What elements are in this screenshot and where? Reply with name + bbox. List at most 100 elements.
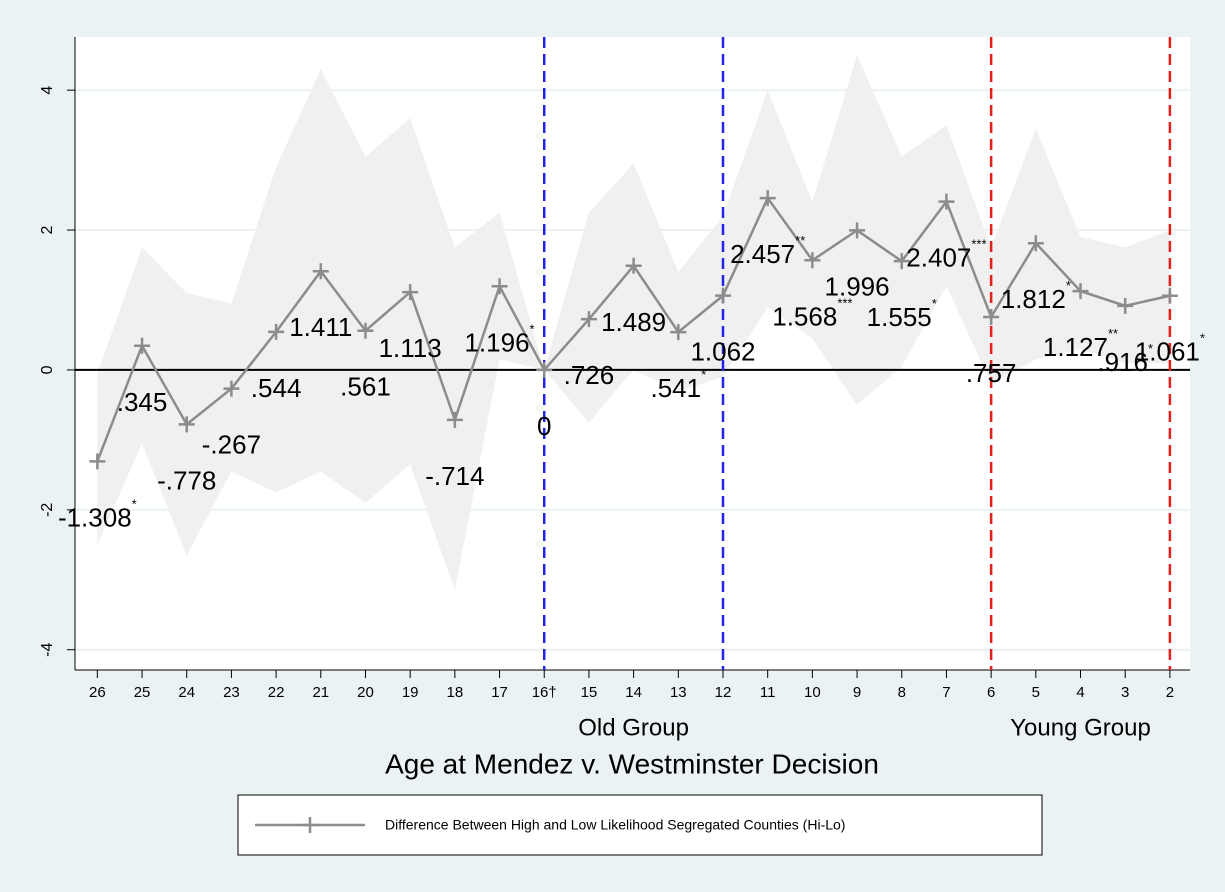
significance-mark: * bbox=[132, 497, 137, 512]
value-label: -.714 bbox=[425, 461, 484, 491]
confidence-band bbox=[97, 55, 1170, 591]
value-label-text: -.714 bbox=[425, 461, 484, 491]
x-tick-label: 16† bbox=[532, 684, 557, 701]
marker bbox=[446, 411, 463, 428]
marker bbox=[268, 323, 285, 340]
legend-marker bbox=[302, 817, 318, 833]
marker bbox=[312, 263, 329, 280]
value-label: 1.061* bbox=[1135, 331, 1205, 366]
legend-box bbox=[237, 794, 1043, 856]
x-tick-label: 18 bbox=[447, 684, 464, 701]
marker bbox=[402, 284, 419, 301]
value-label: -1.308* bbox=[58, 497, 137, 532]
value-label-text: 2.407 bbox=[906, 242, 971, 272]
value-label-text: .757 bbox=[966, 358, 1017, 388]
marker bbox=[1027, 235, 1044, 252]
significance-mark: * bbox=[701, 368, 706, 383]
value-label: -.778 bbox=[157, 465, 216, 495]
marker bbox=[536, 361, 553, 378]
value-label-text: 1.812 bbox=[1001, 284, 1066, 314]
value-label-text: -1.308 bbox=[58, 502, 132, 532]
x-tick-label: 4 bbox=[1076, 684, 1084, 701]
chart-title: Age at Mendez v. Westminster Decision bbox=[385, 748, 879, 779]
value-label-text: 1.113 bbox=[379, 333, 442, 363]
value-label: 0 bbox=[537, 411, 551, 441]
value-label: .757 bbox=[966, 358, 1017, 388]
x-tick-label: 2 bbox=[1166, 684, 1174, 701]
x-tick-label: 17 bbox=[491, 684, 508, 701]
marker bbox=[1072, 283, 1089, 300]
y-tick-label: -4 bbox=[39, 643, 56, 657]
value-label-text: .541 bbox=[650, 373, 701, 403]
value-label-text: 1.127 bbox=[1043, 332, 1108, 362]
significance-mark: ** bbox=[795, 234, 805, 249]
significance-mark: * bbox=[1200, 331, 1205, 346]
x-tick-label: 5 bbox=[1032, 684, 1040, 701]
value-label: 1.196* bbox=[464, 322, 534, 357]
x-tick-label: 23 bbox=[223, 684, 240, 701]
value-label: -.267 bbox=[202, 429, 261, 459]
value-label: .541* bbox=[650, 368, 706, 403]
x-tick-label: 22 bbox=[268, 684, 285, 701]
value-label-text: 1.061 bbox=[1135, 337, 1200, 367]
marker bbox=[714, 287, 731, 304]
value-label: 2.407*** bbox=[906, 237, 986, 272]
x-tick-label: 6 bbox=[987, 684, 995, 701]
value-label: 1.568*** bbox=[772, 296, 852, 331]
value-label: 1.062 bbox=[690, 337, 755, 367]
value-label-text: 1.411 bbox=[289, 312, 352, 342]
marker bbox=[804, 252, 821, 269]
value-label: .916* bbox=[1097, 341, 1153, 376]
value-label-text: .726 bbox=[564, 360, 615, 390]
value-label-text: -.267 bbox=[202, 429, 261, 459]
group-label: Young Group bbox=[1010, 714, 1151, 741]
x-tick-label: 13 bbox=[670, 684, 687, 701]
value-label-text: 1.996 bbox=[825, 271, 890, 301]
significance-mark: * bbox=[1066, 279, 1071, 294]
value-label: 1.127** bbox=[1043, 327, 1118, 362]
legend-label: Difference Between High and Low Likeliho… bbox=[385, 817, 845, 833]
marker bbox=[580, 311, 597, 328]
x-tick-label: 15 bbox=[581, 684, 598, 701]
marker bbox=[938, 193, 955, 210]
x-tick-label: 9 bbox=[853, 684, 861, 701]
y-tick-label: 2 bbox=[39, 226, 56, 235]
marker bbox=[849, 222, 866, 239]
value-label: 1.555* bbox=[867, 297, 937, 332]
marker bbox=[759, 190, 776, 207]
value-label-text: 1.555 bbox=[867, 302, 932, 332]
value-label: 1.996 bbox=[825, 271, 890, 301]
value-label-text: 2.457 bbox=[730, 239, 795, 269]
value-label-text: .561 bbox=[340, 372, 391, 402]
marker bbox=[223, 380, 240, 397]
y-tick-label: -2 bbox=[39, 503, 56, 517]
value-label: 1.489 bbox=[601, 307, 666, 337]
value-label-text: 0 bbox=[537, 411, 551, 441]
value-label-text: 1.489 bbox=[601, 307, 666, 337]
marker bbox=[670, 324, 687, 341]
value-label-text: 1.196 bbox=[464, 327, 529, 357]
value-label: .345 bbox=[117, 387, 168, 417]
x-tick-label: 8 bbox=[898, 684, 906, 701]
value-label-text: 1.568 bbox=[772, 301, 837, 331]
x-tick-label: 25 bbox=[134, 684, 151, 701]
legend: Difference Between High and Low Likeliho… bbox=[237, 794, 1043, 856]
value-label: 1.113 bbox=[379, 333, 442, 363]
marker bbox=[491, 278, 508, 295]
value-label-text: 1.062 bbox=[690, 337, 755, 367]
x-tick-label: 19 bbox=[402, 684, 419, 701]
marker bbox=[983, 308, 1000, 325]
group-label: Old Group bbox=[578, 714, 689, 741]
y-tick-label: 4 bbox=[39, 86, 56, 95]
x-tick-label: 7 bbox=[942, 684, 950, 701]
significance-mark: *** bbox=[837, 296, 852, 311]
significance-mark: * bbox=[530, 322, 535, 337]
value-label-text: -.778 bbox=[157, 465, 216, 495]
value-label: 1.812* bbox=[1001, 279, 1071, 314]
x-tick-label: 10 bbox=[804, 684, 821, 701]
x-tick-label: 26 bbox=[89, 684, 106, 701]
x-tick-label: 20 bbox=[357, 684, 374, 701]
marker bbox=[1161, 287, 1178, 304]
value-label-text: .916 bbox=[1097, 347, 1148, 377]
